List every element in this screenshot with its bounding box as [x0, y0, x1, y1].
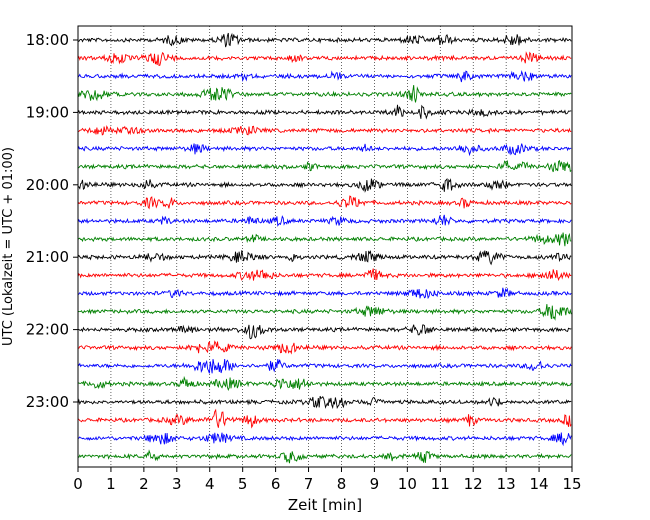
trace-2130 [77, 287, 572, 300]
x-tick-label: 13 [497, 475, 516, 493]
trace-2230 [77, 358, 572, 374]
y-tick-label: 18:00 [26, 31, 69, 49]
x-axis-label: Zeit [min] [288, 496, 362, 514]
trace-1900 [77, 104, 572, 120]
trace-2030 [77, 214, 572, 227]
trace-2100 [77, 249, 572, 266]
trace-2145 [77, 304, 572, 321]
x-tick-label: 11 [431, 475, 450, 493]
x-tick-label: 4 [205, 475, 215, 493]
x-tick-label: 6 [271, 475, 281, 493]
trace-1830 [77, 70, 572, 83]
trace-2045 [77, 232, 572, 247]
x-tick-label: 1 [106, 475, 116, 493]
trace-2315 [77, 408, 572, 429]
x-tick-label: 8 [337, 475, 347, 493]
trace-1800 [77, 32, 572, 48]
trace-2300 [77, 395, 572, 410]
x-tick-label: 10 [398, 475, 417, 493]
x-axis-ticks: 0 1 2 3 4 5 6 7 8 9 10 11 12 13 14 15 [73, 467, 582, 493]
y-tick-label: 19:00 [26, 103, 69, 121]
trace-2115 [77, 268, 572, 282]
vertical-grid [110, 26, 540, 467]
x-tick-label: 12 [464, 475, 483, 493]
x-tick-label: 5 [238, 475, 248, 493]
trace-2345 [77, 449, 572, 464]
trace-1930 [77, 143, 572, 157]
trace-2245 [78, 375, 572, 392]
y-tick-label: 20:00 [26, 176, 69, 194]
x-tick-label: 14 [530, 475, 549, 493]
x-tick-label: 15 [562, 475, 581, 493]
trace-1845 [77, 85, 572, 103]
y-tick-label: 21:00 [26, 248, 69, 266]
x-tick-label: 2 [139, 475, 149, 493]
trace-1945 [77, 159, 572, 173]
x-tick-label: 3 [172, 475, 182, 493]
trace-2015 [77, 195, 572, 210]
trace-2215 [77, 340, 572, 355]
y-tick-label: 23:00 [26, 393, 69, 411]
x-tick-label: 0 [73, 475, 83, 493]
trace-2000 [77, 178, 572, 193]
trace-2200 [78, 324, 572, 340]
trace-1815 [77, 51, 572, 67]
seismic-traces [77, 32, 572, 464]
plot-frame [77, 25, 573, 468]
x-tick-label: 7 [304, 475, 314, 493]
trace-2330 [77, 432, 572, 447]
trace-1915 [77, 124, 572, 136]
x-tick-label: 9 [370, 475, 380, 493]
y-axis-label: UTC (Lokalzeit = UTC + 01:00) [1, 147, 16, 346]
y-axis-ticks: 18:00 19:00 20:00 21:00 22:00 23:00 [26, 31, 78, 411]
y-tick-label: 22:00 [26, 321, 69, 339]
